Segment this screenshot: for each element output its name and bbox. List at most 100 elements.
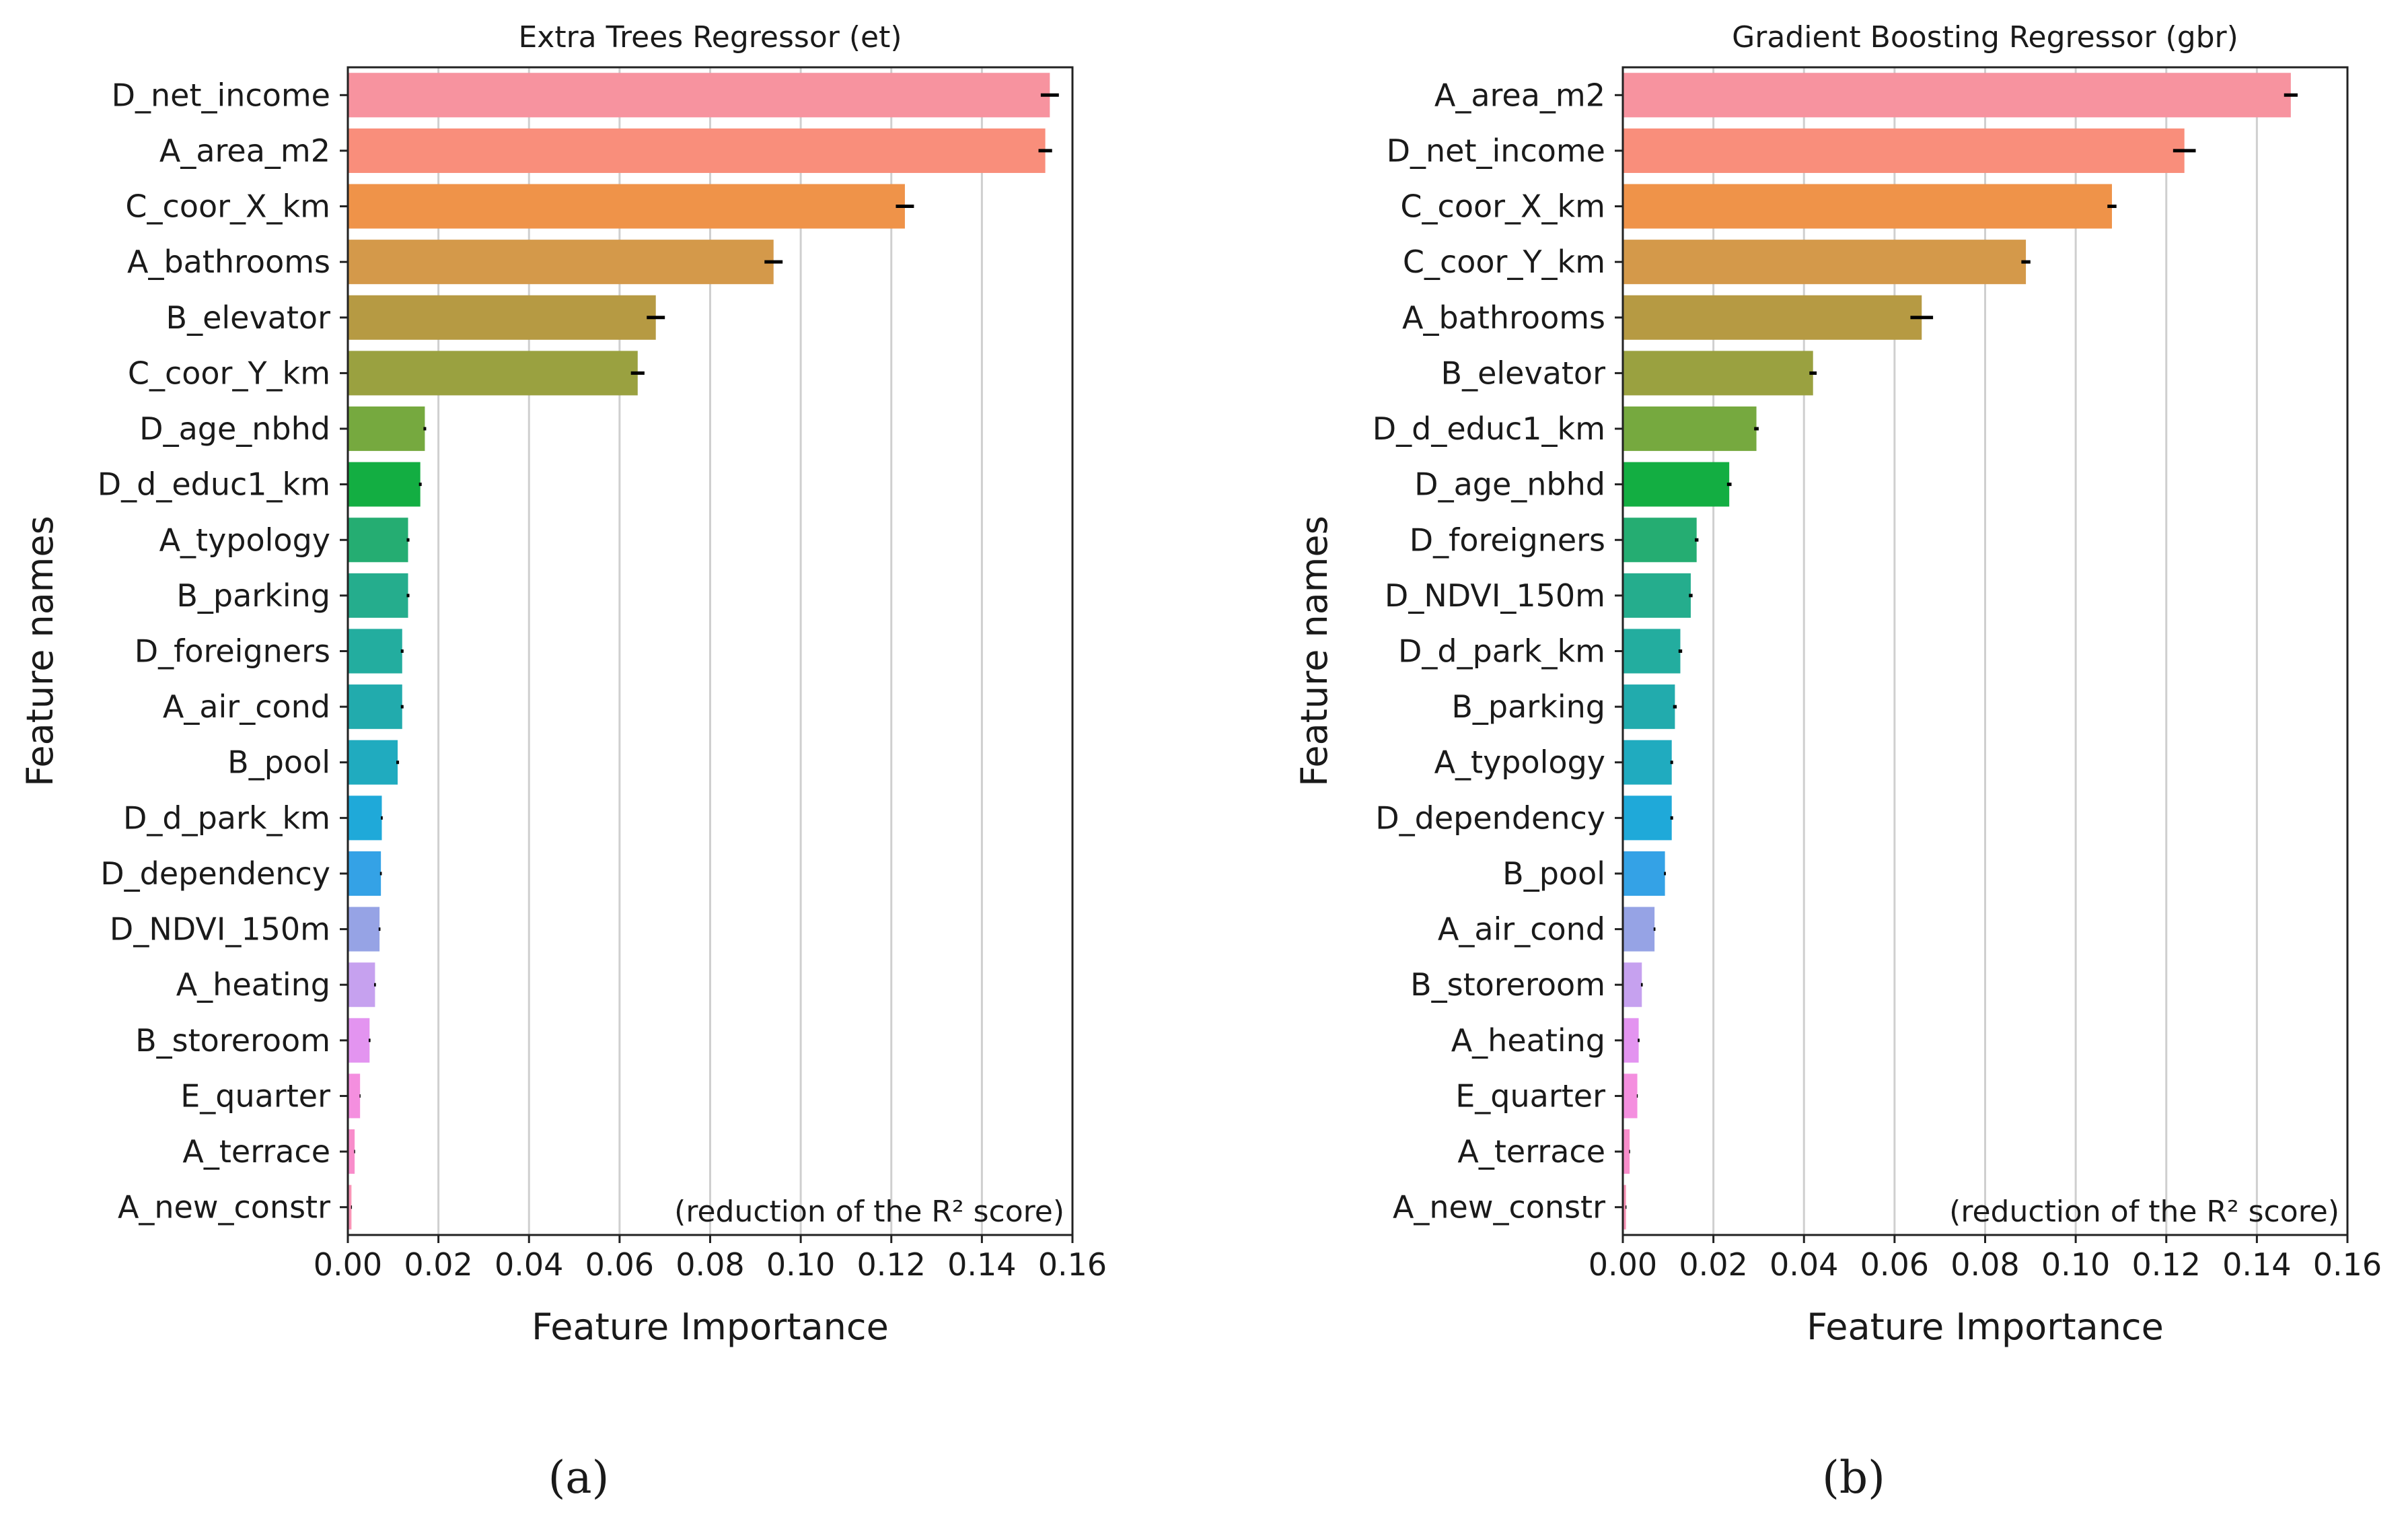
category-label: B_elevator [1441,355,1606,391]
y-axis-label: Feature names [1293,516,1336,787]
category-label: A_new_constr [118,1189,330,1226]
category-label: A_heating [176,966,330,1003]
bar [348,1073,361,1119]
category-label: A_air_cond [163,688,330,725]
x-tick-label: 0.06 [1860,1246,1929,1283]
chart-panel-b: A_area_m2 D_net_income C_coor_X_km C_coor_Y… [1293,20,2382,1504]
category-label: C_coor_X_km [1400,188,1605,225]
bar [1623,629,1681,674]
category-label: D_d_educ1_km [1373,411,1605,447]
category-label: B_storeroom [1410,966,1605,1003]
bar [348,795,382,841]
bar [1623,128,2185,173]
x-axis-label: Feature Importance [532,1306,889,1348]
bar [1623,1073,1638,1119]
bar [348,462,421,507]
category-label: A_typology [159,522,330,558]
category-label: A_heating [1451,1022,1605,1059]
category-label: B_parking [1451,688,1605,725]
bar [1623,406,1757,452]
category-label: D_d_park_km [1398,633,1605,670]
x-tick-label: 0.10 [766,1246,835,1283]
bar [1623,740,1672,785]
category-label: B_pool [227,744,330,781]
category-label: D_dependency [1375,800,1605,836]
bar [1623,73,2291,118]
x-tick-label: 0.02 [404,1246,472,1283]
bar [1623,518,1697,563]
bar [348,128,1046,173]
x-tick-label: 0.04 [495,1246,563,1283]
category-label: D_net_income [1387,133,1605,169]
bar [1623,907,1655,952]
x-tick-label: 0.14 [2222,1246,2291,1283]
bar [348,684,402,730]
bar [348,573,408,618]
x-tick-label: 0.00 [1589,1246,1657,1283]
category-label: B_parking [176,577,330,614]
annotation-text: (reduction of the R² score) [674,1195,1064,1229]
category-label: D_age_nbhd [1414,466,1605,503]
bar [348,73,1050,118]
bar [348,629,402,674]
x-tick-label: 0.10 [2041,1246,2110,1283]
bar [348,851,381,896]
panel-label: (a) [548,1452,610,1504]
bar [1623,573,1691,618]
x-tick-label: 0.02 [1679,1246,1747,1283]
x-tick-label: 0.16 [1038,1246,1107,1283]
category-label: B_storeroom [135,1022,330,1059]
x-tick-label: 0.12 [857,1246,926,1283]
category-label: B_pool [1502,855,1605,892]
category-label: A_area_m2 [159,133,330,169]
category-label: A_new_constr [1393,1189,1605,1226]
bar [348,184,905,229]
bar [348,1129,355,1174]
bar [348,1018,370,1063]
bar [348,962,375,1007]
category-label: D_foreigners [1410,522,1605,558]
bar [348,907,380,952]
chart-title: Gradient Boosting Regressor (gbr) [1732,20,2238,55]
x-tick-label: 0.04 [1769,1246,1838,1283]
category-label: A_terrace [182,1133,330,1170]
category-label: A_terrace [1457,1133,1605,1170]
category-label: E_quarter [1455,1077,1605,1114]
x-tick-label: 0.08 [676,1246,744,1283]
bar [1623,795,1672,841]
annotation-text: (reduction of the R² score) [1949,1195,2339,1229]
x-tick-label: 0.08 [1950,1246,2019,1283]
category-label: B_elevator [166,299,331,336]
category-label: C_coor_Y_km [128,355,330,391]
category-label: A_typology [1434,744,1605,781]
category-label: C_coor_X_km [125,188,330,225]
y-axis-label: Feature names [19,516,61,787]
category-label: A_area_m2 [1434,77,1605,113]
bar [348,740,398,785]
category-label: D_foreigners [135,633,330,670]
category-label: D_net_income [112,77,330,113]
bar [1623,240,2027,285]
x-tick-label: 0.16 [2313,1246,2382,1283]
category-label: D_NDVI_150m [110,911,330,948]
bar [348,240,774,285]
category-label: C_coor_Y_km [1403,244,1605,280]
bar [1623,351,1813,396]
x-axis-label: Feature Importance [1807,1306,2164,1348]
bar [1623,962,1642,1007]
x-tick-label: 0.14 [947,1246,1016,1283]
bar [348,406,425,452]
bar [1623,1018,1639,1063]
x-tick-label: 0.00 [314,1246,382,1283]
bar [1623,1129,1630,1174]
category-label: A_air_cond [1438,911,1605,948]
bar [1623,851,1665,896]
bar [1623,184,2112,229]
x-tick-label: 0.06 [585,1246,654,1283]
category-label: A_bathrooms [127,244,330,280]
chart-panel-a: D_net_income A_area_m2 C_coor_X_km A_bathro… [19,20,1107,1504]
bar [1623,462,1730,507]
bar [1623,1184,1626,1230]
category-label: A_bathrooms [1402,299,1605,336]
